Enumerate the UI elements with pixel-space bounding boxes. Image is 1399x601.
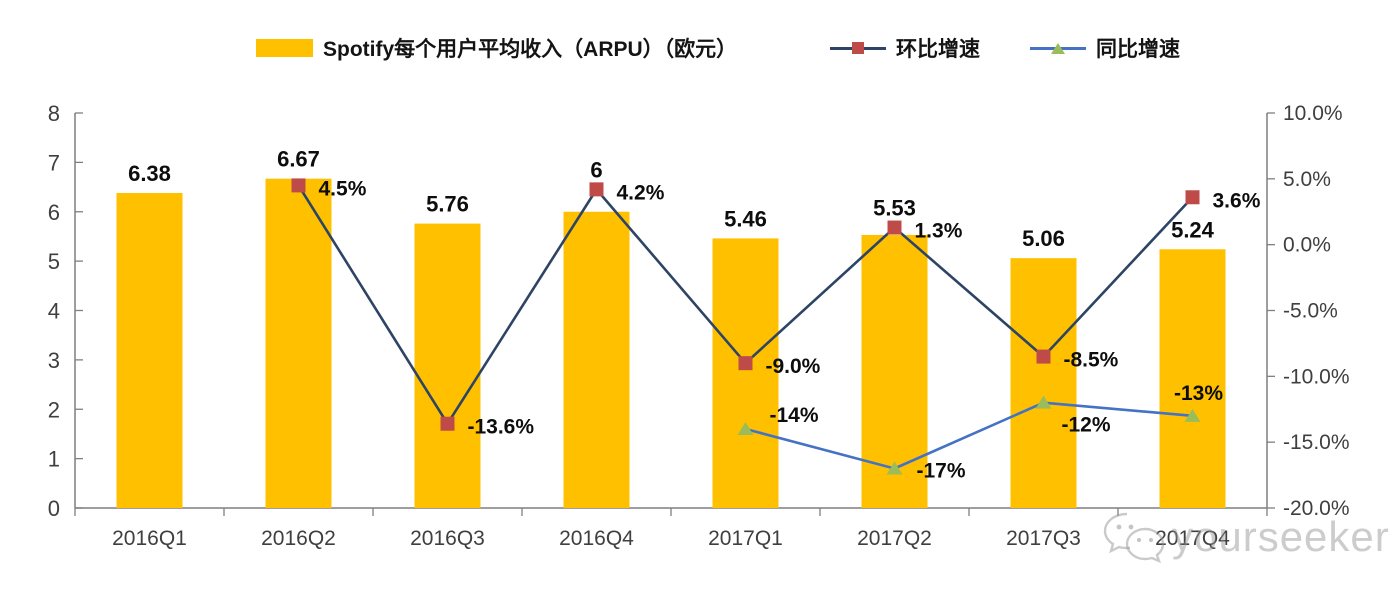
qoq-label-2017Q3: -8.5% xyxy=(1064,349,1119,372)
qoq-label-2016Q3: -13.6% xyxy=(468,416,535,439)
x-axis-label-2017Q2: 2017Q2 xyxy=(857,527,932,550)
left-axis-tick-label: 7 xyxy=(48,150,60,175)
left-axis-tick-label: 2 xyxy=(48,397,60,422)
right-axis-tick-label: -15.0% xyxy=(1283,431,1350,454)
qoq-marker-2017Q2 xyxy=(887,220,902,235)
left-axis-tick-label: 0 xyxy=(48,496,60,521)
yoy-marker-2017Q3 xyxy=(1035,395,1052,409)
yoy-line-swatch xyxy=(1030,40,1086,56)
legend-label-yoy: 同比增速 xyxy=(1096,38,1180,61)
x-axis-label-2017Q4: 2017Q4 xyxy=(1155,527,1230,550)
bar-label-2017Q1: 5.46 xyxy=(724,206,767,231)
x-axis-label-2017Q3: 2017Q3 xyxy=(1006,527,1081,550)
yoy-marker-2017Q4 xyxy=(1184,408,1201,422)
qoq-label-2017Q2: 1.3% xyxy=(915,220,963,243)
qoq-label-2017Q1: -9.0% xyxy=(766,355,821,378)
qoq-line-swatch xyxy=(830,40,886,56)
yoy-triangle-marker-icon xyxy=(1051,42,1065,54)
left-axis-tick-label: 5 xyxy=(48,249,60,274)
left-axis-tick-label: 3 xyxy=(48,348,60,373)
bar-2016Q2 xyxy=(265,178,332,508)
qoq-square-marker-icon xyxy=(852,42,864,54)
bar-2016Q1 xyxy=(116,192,183,509)
qoq-marker-2016Q4 xyxy=(589,182,604,197)
bar-2017Q4 xyxy=(1159,249,1226,508)
x-axis-label-2016Q1: 2016Q1 xyxy=(112,527,187,550)
qoq-marker-2017Q3 xyxy=(1036,349,1051,364)
x-axis-label-2016Q4: 2016Q4 xyxy=(559,527,634,550)
legend-item-yoy: 同比增速 xyxy=(1030,34,1180,62)
bar-2017Q1 xyxy=(712,238,779,508)
legend-item-qoq: 环比增速 xyxy=(830,34,980,62)
qoq-label-2016Q4: 4.2% xyxy=(617,181,665,204)
bar-label-2017Q2: 5.53 xyxy=(873,196,916,221)
qoq-marker-2017Q4 xyxy=(1185,190,1200,205)
right-axis-tick-label: -10.0% xyxy=(1283,365,1350,388)
yoy-label-2017Q1: -14% xyxy=(770,404,819,427)
x-axis-label-2016Q3: 2016Q3 xyxy=(410,527,485,550)
bar-label-2016Q1: 6.38 xyxy=(128,161,171,186)
right-axis-tick-label: -5.0% xyxy=(1283,300,1338,323)
right-axis-tick-label: -20.0% xyxy=(1283,497,1350,520)
bar-label-2016Q4: 6 xyxy=(590,157,602,182)
qoq-marker-2016Q3 xyxy=(440,416,455,431)
bar-label-2017Q4: 5.24 xyxy=(1171,217,1215,242)
yoy-label-2017Q4: -13% xyxy=(1174,382,1223,405)
x-axis-label-2017Q1: 2017Q1 xyxy=(708,527,783,550)
yoy-marker-2017Q2 xyxy=(886,461,903,475)
right-axis-tick-label: 10.0% xyxy=(1283,102,1343,125)
bar-label-2017Q3: 5.06 xyxy=(1022,226,1065,251)
bar-label-2016Q3: 5.76 xyxy=(426,192,469,217)
yoy-line xyxy=(745,401,1193,470)
left-axis-tick-label: 8 xyxy=(48,101,60,126)
arpu-bar-swatch xyxy=(256,39,313,57)
right-axis-tick-label: 0.0% xyxy=(1283,234,1331,257)
bar-2017Q3 xyxy=(1010,258,1077,508)
left-axis-tick-label: 6 xyxy=(48,200,60,225)
left-axis-tick-label: 4 xyxy=(48,299,60,324)
bar-2016Q3 xyxy=(414,223,481,508)
left-axis-tick-label: 1 xyxy=(48,447,60,472)
qoq-label-2017Q4: 3.6% xyxy=(1213,189,1261,212)
yoy-marker-2017Q1 xyxy=(737,422,754,435)
bar-2016Q4 xyxy=(563,211,630,508)
legend-label-arpu: Spotify每个用户平均收入（ARPU）（欧元） xyxy=(323,38,738,61)
bar-label-2016Q2: 6.67 xyxy=(277,147,320,172)
yoy-label-2017Q2: -17% xyxy=(917,460,966,483)
legend-item-arpu: Spotify每个用户平均收入（ARPU）（欧元） xyxy=(256,34,737,62)
qoq-marker-2016Q2 xyxy=(291,178,306,193)
right-axis-tick-label: 5.0% xyxy=(1283,168,1331,191)
x-axis-label-2016Q2: 2016Q2 xyxy=(261,527,336,550)
yoy-label-2017Q3: -12% xyxy=(1062,414,1111,437)
qoq-marker-2017Q1 xyxy=(738,356,753,371)
qoq-label-2016Q2: 4.5% xyxy=(319,177,367,200)
legend-label-qoq: 环比增速 xyxy=(896,38,980,61)
